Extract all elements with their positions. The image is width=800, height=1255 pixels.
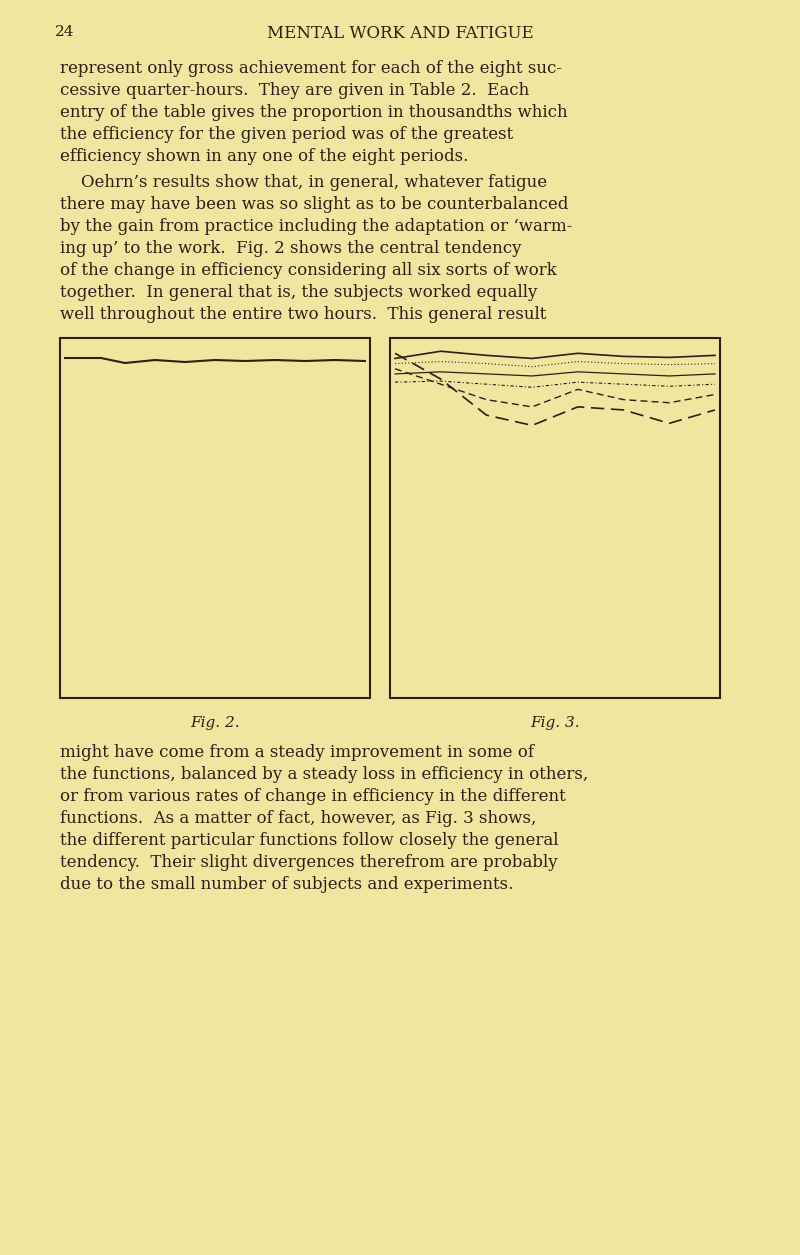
Text: ing up’ to the work.  Fig. 2 shows the central tendency: ing up’ to the work. Fig. 2 shows the ce… [60,240,522,257]
Text: or from various rates of change in efficiency in the different: or from various rates of change in effic… [60,788,566,804]
Text: Oehrn’s results show that, in general, whatever fatigue: Oehrn’s results show that, in general, w… [60,174,547,191]
Bar [390,338,720,698]
Text: represent only gross achievement for each of the eight suc-: represent only gross achievement for eac… [60,60,562,77]
Text: by the gain from practice including the adaptation or ‘warm-: by the gain from practice including the … [60,218,572,235]
Text: tendency.  Their slight divergences therefrom are probably: tendency. Their slight divergences there… [60,853,558,871]
Text: the efficiency for the given period was of the greatest: the efficiency for the given period was … [60,126,514,143]
Text: of the change in efficiency considering all six sorts of work: of the change in efficiency considering … [60,262,557,279]
Text: the functions, balanced by a steady loss in efficiency in others,: the functions, balanced by a steady loss… [60,766,588,783]
Text: functions.  As a matter of fact, however, as Fig. 3 shows,: functions. As a matter of fact, however,… [60,809,536,827]
Text: well throughout the entire two hours.  This general result: well throughout the entire two hours. Th… [60,306,546,323]
Text: entry of the table gives the proportion in thousandths which: entry of the table gives the proportion … [60,104,568,120]
Text: together.  In general that is, the subjects worked equally: together. In general that is, the subjec… [60,284,538,301]
Text: might have come from a steady improvement in some of: might have come from a steady improvemen… [60,744,534,761]
Text: there may have been was so slight as to be counterbalanced: there may have been was so slight as to … [60,196,568,213]
Text: cessive quarter-hours.  They are given in Table 2.  Each: cessive quarter-hours. They are given in… [60,82,530,99]
Text: Fig. 2.: Fig. 2. [190,717,240,730]
Text: MENTAL WORK AND FATIGUE: MENTAL WORK AND FATIGUE [266,25,534,41]
Text: efficiency shown in any one of the eight periods.: efficiency shown in any one of the eight… [60,148,468,164]
Text: Fig. 3.: Fig. 3. [530,717,580,730]
Bar [60,338,370,698]
Text: due to the small number of subjects and experiments.: due to the small number of subjects and … [60,876,514,894]
Text: the different particular functions follow closely the general: the different particular functions follo… [60,832,558,848]
Text: 24: 24 [55,25,74,39]
